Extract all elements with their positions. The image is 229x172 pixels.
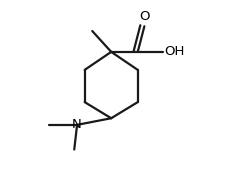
Text: OH: OH	[164, 45, 184, 58]
Text: O: O	[139, 10, 149, 23]
Text: N: N	[72, 118, 82, 131]
